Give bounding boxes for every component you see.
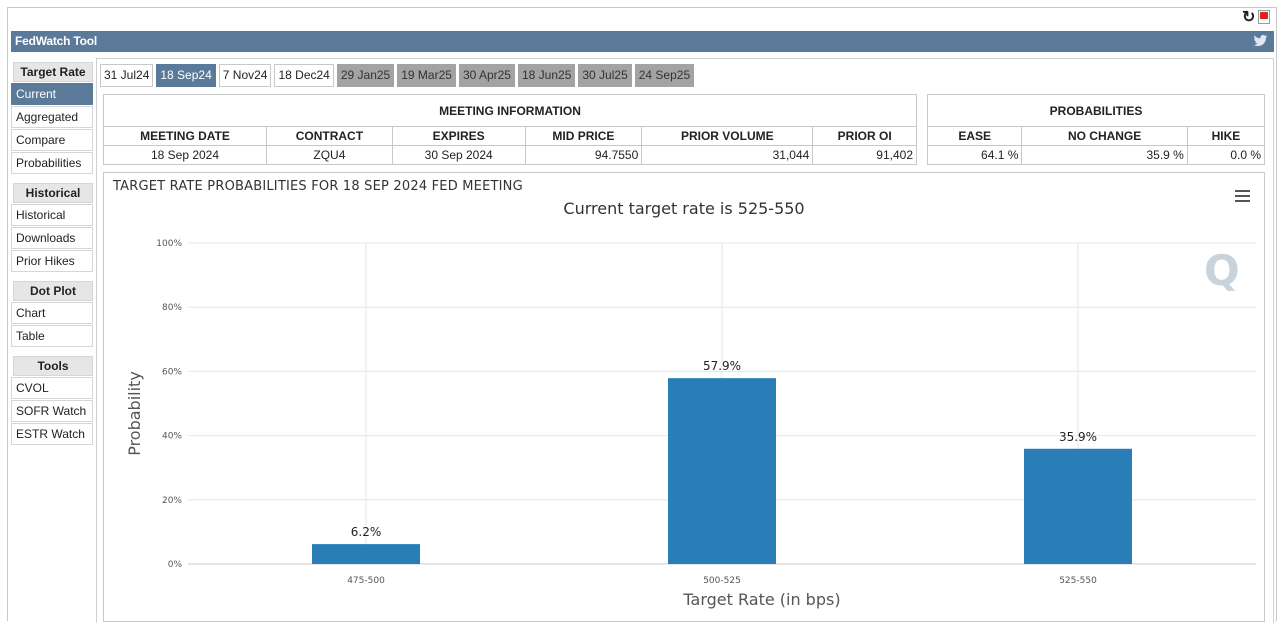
probability-bar-chart: 0% 20% 40% 60% 80% 100% 6.2% 475-500 57.9% 500-52… [125, 239, 1256, 609]
bar-data-label: 6.2% [351, 525, 382, 539]
sidebar-item-table[interactable]: Table [11, 325, 93, 347]
tab-29-jan25[interactable]: 29 Jan25 [336, 64, 395, 87]
meeting-information-table: MEETING INFORMATION MEETING DATE CONTRACT… [103, 94, 917, 165]
probability-column-header-1: NO CHANGE [1021, 126, 1188, 146]
meeting-data-row: 18 Sep 2024 ZQU4 30 Sep 2024 94.7550 31,044 9… [103, 145, 917, 165]
y-tick-label: 100% [156, 239, 182, 249]
sidebar-item-chart[interactable]: Chart [11, 302, 93, 324]
meeting-cell-4: 31,044 [641, 145, 814, 165]
sidebar-item-estr-watch[interactable]: ESTR Watch [11, 423, 93, 445]
y-tick-label: 40% [162, 432, 182, 442]
tab-7-nov24[interactable]: 7 Nov24 [218, 64, 272, 87]
bar [668, 378, 776, 564]
meeting-column-header-2: EXPIRES [391, 126, 526, 146]
twitter-icon[interactable] [1253, 34, 1268, 48]
bar-data-label: 57.9% [703, 359, 741, 373]
bar [1024, 448, 1132, 564]
probability-cell-0: 64.1 % [926, 145, 1023, 165]
tab-31-jul24[interactable]: 31 Jul24 [100, 64, 154, 87]
meeting-cell-3: 94.7550 [524, 145, 643, 165]
x-tick-label: 525-550 [1059, 576, 1097, 586]
pdf-icon[interactable] [1258, 10, 1270, 24]
probabilities-table: PROBABILITIES EASE NO CHANGE HIKE 64.1 % 35… [926, 94, 1266, 165]
sidebar-header-target-rate: Target Rate [13, 62, 93, 82]
probability-column-header-2: HIKE [1186, 126, 1266, 146]
meeting-column-header-0: MEETING DATE [103, 126, 267, 146]
probability-cell-1: 35.9 % [1021, 145, 1188, 165]
meeting-column-header-3: MID PRICE [524, 126, 643, 146]
refresh-icon[interactable]: ↻ [1242, 9, 1256, 26]
meeting-cell-1: ZQU4 [266, 145, 393, 165]
sidebar-item-historical[interactable]: Historical [11, 204, 93, 226]
probabilities-data-row: 64.1 % 35.9 % 0.0 % [926, 145, 1266, 165]
meeting-column-header-4: PRIOR VOLUME [641, 126, 814, 146]
y-tick-label: 0% [168, 560, 183, 570]
tab-18-sep24[interactable]: 18 Sep24 [156, 64, 216, 87]
meeting-cell-2: 30 Sep 2024 [391, 145, 526, 165]
y-tick-label: 60% [162, 367, 182, 377]
sidebar-item-aggregated[interactable]: Aggregated [11, 106, 93, 128]
x-tick-label: 500-525 [703, 576, 741, 586]
bar [312, 544, 420, 564]
chart-subtitle: Current target rate is 525-550 [563, 199, 805, 218]
sidebar-item-sofr-watch[interactable]: SOFR Watch [11, 400, 93, 422]
probability-column-header-0: EASE [926, 126, 1023, 146]
top-toolbar: ↻ [8, 8, 1276, 30]
tab-30-apr25[interactable]: 30 Apr25 [458, 64, 515, 87]
content-panel [96, 58, 1274, 623]
meeting-information-heading: MEETING INFORMATION [103, 94, 917, 127]
sidebar-header-historical: Historical [13, 183, 93, 203]
app-title: FedWatch Tool [15, 34, 98, 48]
meeting-tabs: 31 Jul24 18 Sep24 7 Nov24 18 Dec24 29 Jan25 1… [100, 64, 695, 87]
y-axis-title: Probability [125, 371, 144, 456]
bar-data-label: 35.9% [1059, 430, 1097, 444]
sidebar-item-prior-hikes[interactable]: Prior Hikes [11, 250, 93, 272]
tab-24-sep25[interactable]: 24 Sep25 [634, 64, 695, 87]
sidebar-item-probabilities[interactable]: Probabilities [11, 152, 93, 174]
sidebar-header-tools: Tools [13, 356, 93, 376]
y-tick-label: 80% [162, 303, 182, 313]
sidebar-item-compare[interactable]: Compare [11, 129, 93, 151]
sidebar-item-downloads[interactable]: Downloads [11, 227, 93, 249]
probability-cell-2: 0.0 % [1186, 145, 1266, 165]
meeting-cell-5: 91,402 [812, 145, 917, 165]
probabilities-heading: PROBABILITIES [927, 94, 1265, 127]
y-tick-label: 20% [162, 496, 182, 506]
tab-18-dec24[interactable]: 18 Dec24 [274, 64, 334, 87]
tab-18-jun25[interactable]: 18 Jun25 [517, 64, 576, 87]
x-tick-label: 475-500 [347, 576, 385, 586]
chart-container: 0% 20% 40% 60% 80% 100% 6.2% 475-500 57.9% 500-52… [103, 172, 1265, 622]
sidebar-item-cvol[interactable]: CVOL [11, 377, 93, 399]
hamburger-menu-icon[interactable] [1235, 190, 1250, 202]
probabilities-header-row: EASE NO CHANGE HIKE [926, 126, 1266, 146]
meeting-cell-0: 18 Sep 2024 [103, 145, 267, 165]
meeting-column-header-1: CONTRACT [266, 126, 393, 146]
app-frame: ↻ FedWatch Tool Target Rate Current Aggreg… [7, 7, 1277, 623]
tab-19-mar25[interactable]: 19 Mar25 [397, 64, 456, 87]
cme-q-logo: Q [1204, 246, 1240, 295]
chart-title: TARGET RATE PROBABILITIES FOR 18 SEP 202… [113, 179, 523, 194]
sidebar: Target Rate Current Aggregated Compare Proba… [11, 62, 95, 445]
sidebar-header-dot-plot: Dot Plot [13, 281, 93, 301]
x-axis-title: Target Rate (in bps) [682, 590, 840, 609]
meeting-column-header-5: PRIOR OI [812, 126, 917, 146]
title-bar: FedWatch Tool [11, 31, 1274, 52]
tab-30-jul25[interactable]: 30 Jul25 [578, 64, 632, 87]
meeting-header-row: MEETING DATE CONTRACT EXPIRES MID PRICE PRIO… [103, 126, 917, 146]
sidebar-item-current[interactable]: Current [11, 83, 93, 105]
